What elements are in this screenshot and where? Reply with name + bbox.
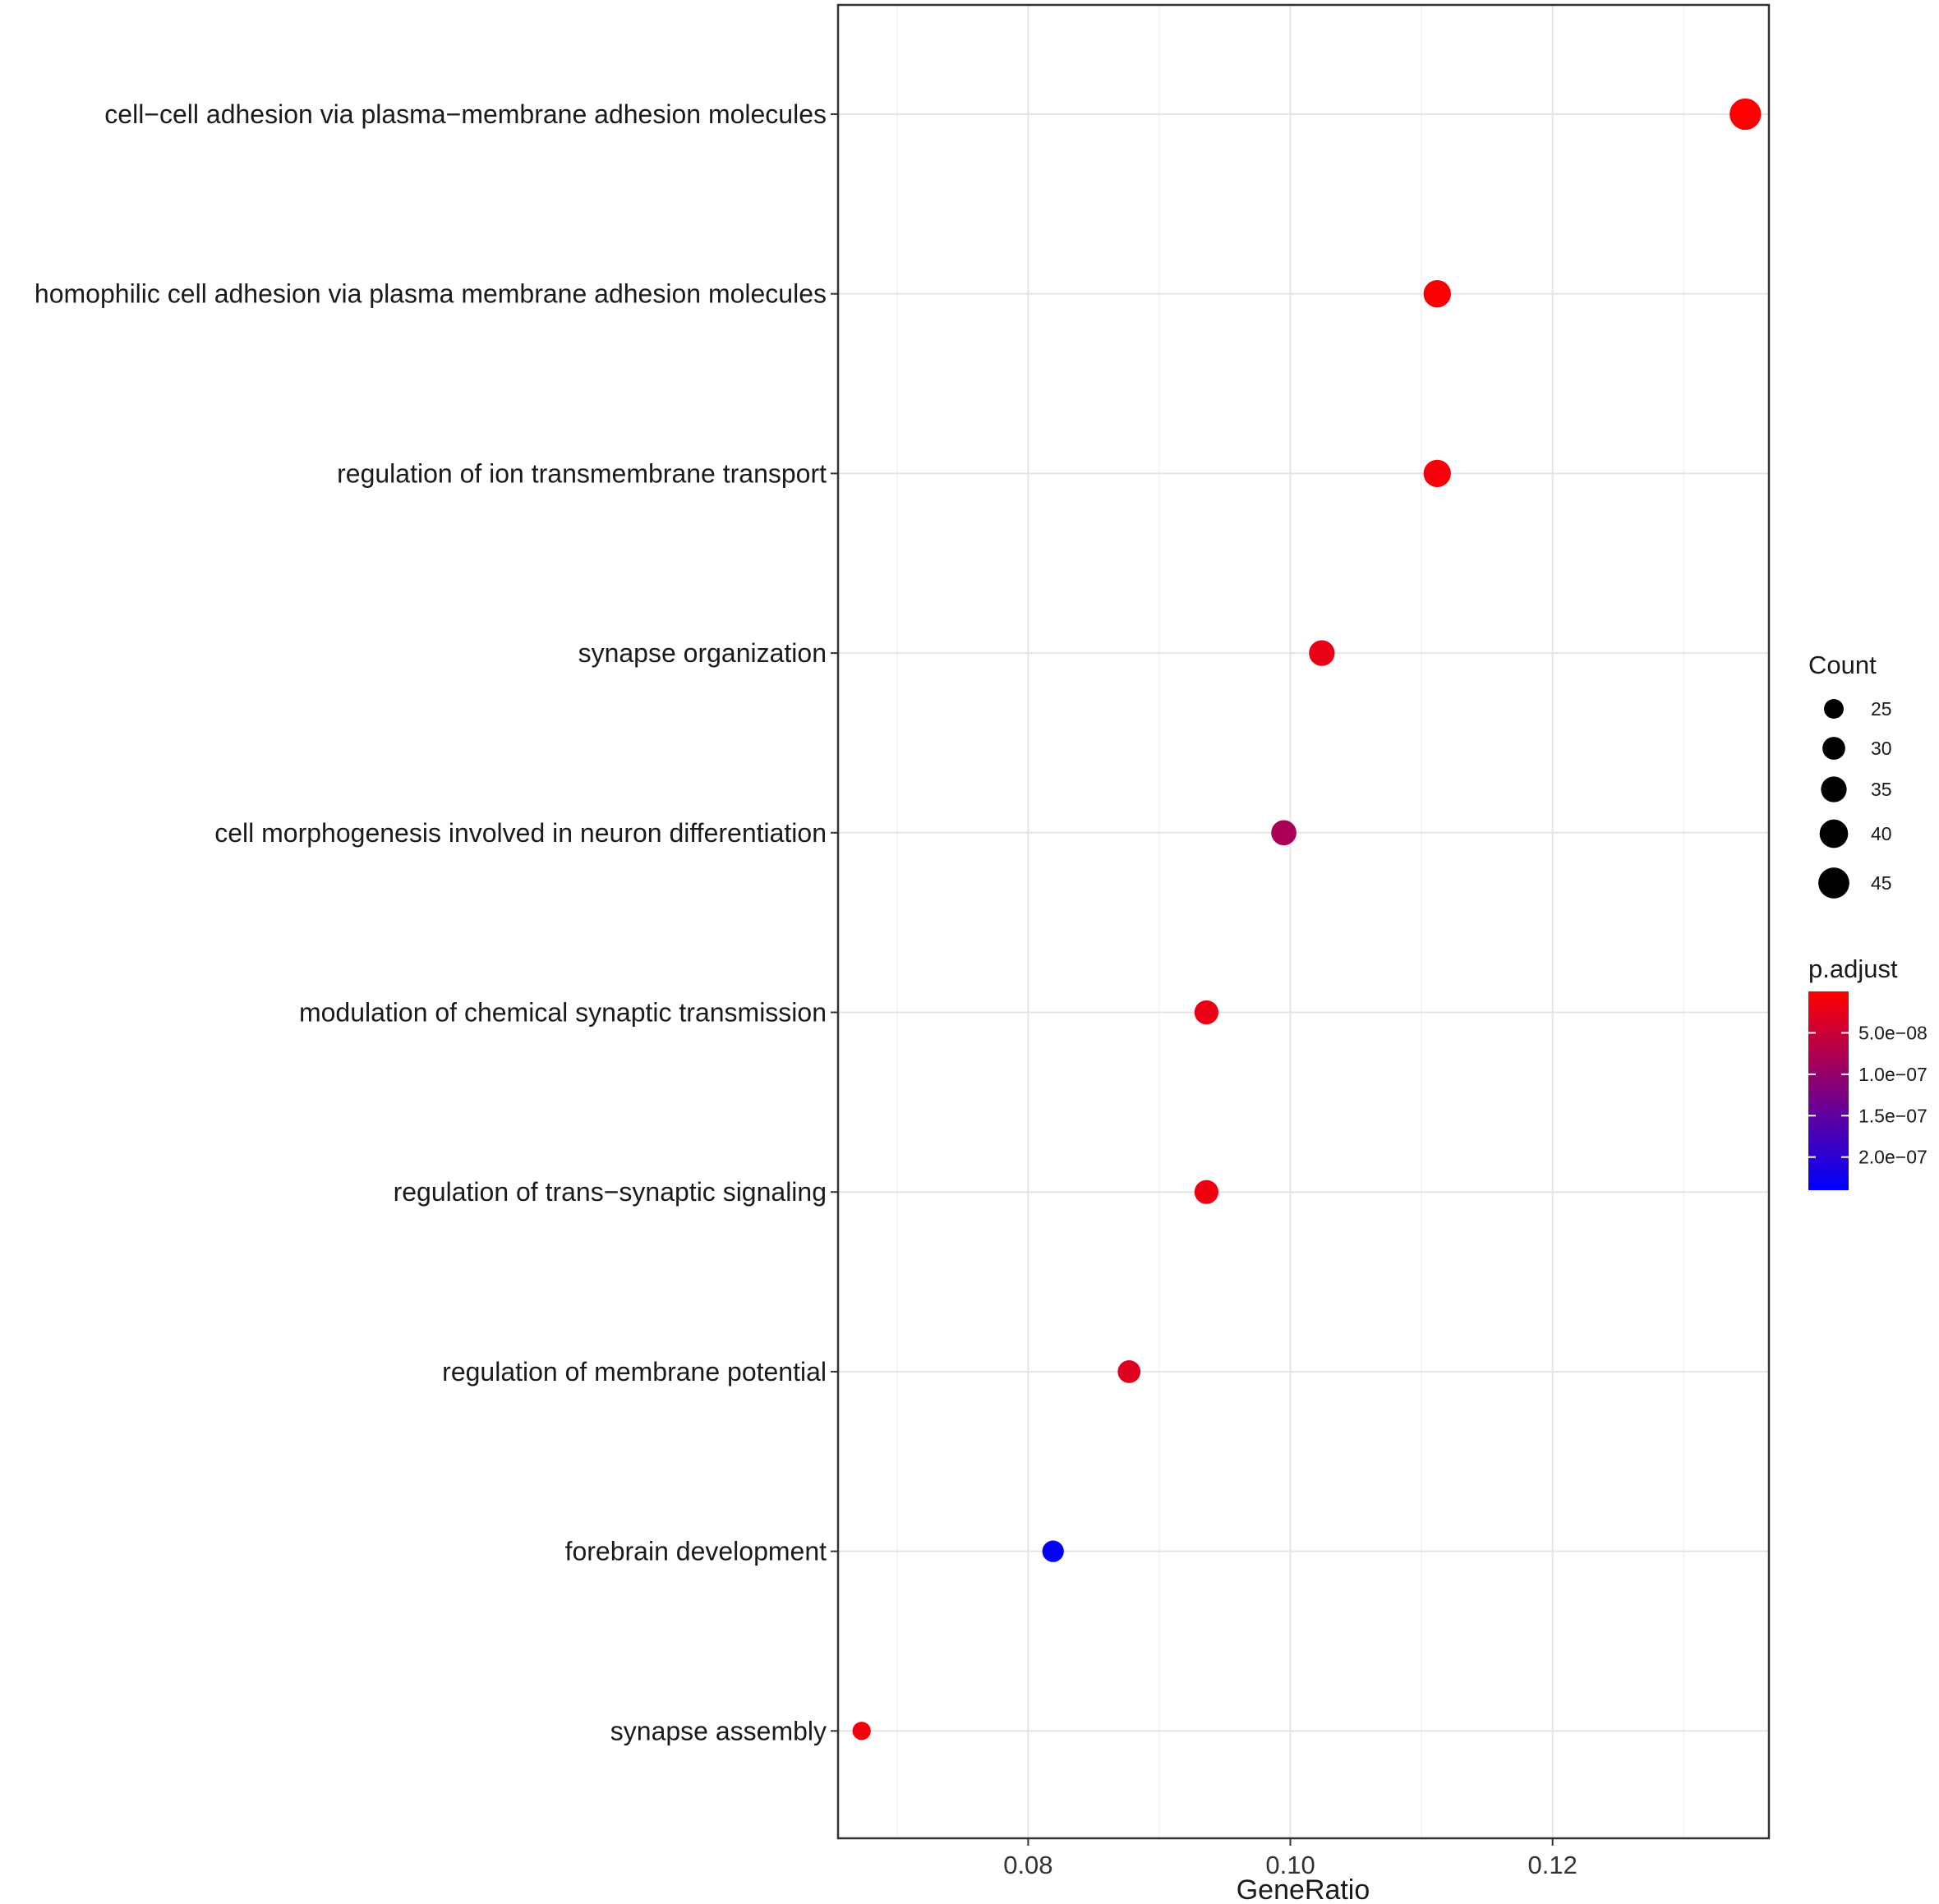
data-point	[1117, 1360, 1141, 1383]
data-point	[1271, 820, 1297, 846]
p-adjust-legend-label: 1.5e−07	[1858, 1105, 1927, 1126]
count-legend-label: 40	[1871, 823, 1892, 844]
count-legend-key	[1824, 699, 1844, 719]
y-axis-category-label: forebrain development	[565, 1537, 827, 1566]
count-legend: Count 25 30 35 40 45	[1808, 651, 1892, 899]
y-axis-category-label: synapse assembly	[610, 1716, 827, 1745]
y-axis-category-label: cell morphogenesis involved in neuron di…	[214, 818, 827, 848]
data-point	[1042, 1540, 1064, 1562]
y-axis-category-label: regulation of membrane potential	[442, 1357, 827, 1387]
data-point	[1194, 1180, 1219, 1204]
data-point	[1309, 640, 1335, 666]
x-axis-tick-label: 0.12	[1528, 1851, 1577, 1879]
y-axis: cell−cell adhesion via plasma−membrane a…	[35, 99, 838, 1745]
count-legend-label: 35	[1871, 779, 1892, 800]
p-adjust-legend-label: 1.0e−07	[1858, 1064, 1927, 1085]
count-legend-title: Count	[1808, 651, 1877, 679]
data-point	[852, 1722, 871, 1741]
count-legend-key	[1818, 867, 1849, 899]
plot-panel-background	[838, 5, 1769, 1838]
plot-panel-border	[836, 3, 1771, 1840]
gridlines	[838, 5, 1769, 1838]
count-legend-label: 30	[1871, 738, 1892, 759]
data-point	[1194, 1000, 1219, 1025]
y-axis-category-label: synapse organization	[578, 638, 827, 668]
count-legend-key	[1822, 737, 1845, 760]
data-point	[1729, 98, 1762, 131]
y-axis-category-label: regulation of ion transmembrane transpor…	[337, 458, 827, 488]
y-axis-category-label: regulation of trans−synaptic signaling	[394, 1177, 827, 1207]
y-axis-category-label: homophilic cell adhesion via plasma memb…	[35, 279, 827, 309]
x-axis-tick-label: 0.08	[1003, 1851, 1052, 1879]
count-legend-key	[1821, 776, 1847, 803]
y-axis-category-label: modulation of chemical synaptic transmis…	[299, 998, 827, 1028]
p-adjust-legend: p.adjust 5.0e−08 1.0e−07 1.5e−07 2.0e−07	[1808, 954, 1927, 1190]
p-adjust-legend-label: 2.0e−07	[1858, 1147, 1927, 1168]
count-legend-label: 25	[1871, 698, 1892, 720]
data-point	[1423, 280, 1451, 308]
x-axis: 0.08 0.10 0.12	[1003, 1838, 1577, 1879]
x-axis-title: GeneRatio	[1237, 1874, 1370, 1904]
p-adjust-legend-label: 5.0e−08	[1858, 1022, 1927, 1043]
p-adjust-colorbar	[1808, 991, 1849, 1190]
count-legend-label: 45	[1871, 872, 1892, 894]
x-axis-tick-label: 0.10	[1265, 1851, 1315, 1879]
y-axis-category-label: cell−cell adhesion via plasma−membrane a…	[104, 99, 827, 129]
count-legend-key	[1819, 819, 1849, 849]
data-point	[1423, 459, 1451, 488]
p-adjust-legend-title: p.adjust	[1808, 954, 1898, 983]
data-points	[852, 98, 1762, 1741]
